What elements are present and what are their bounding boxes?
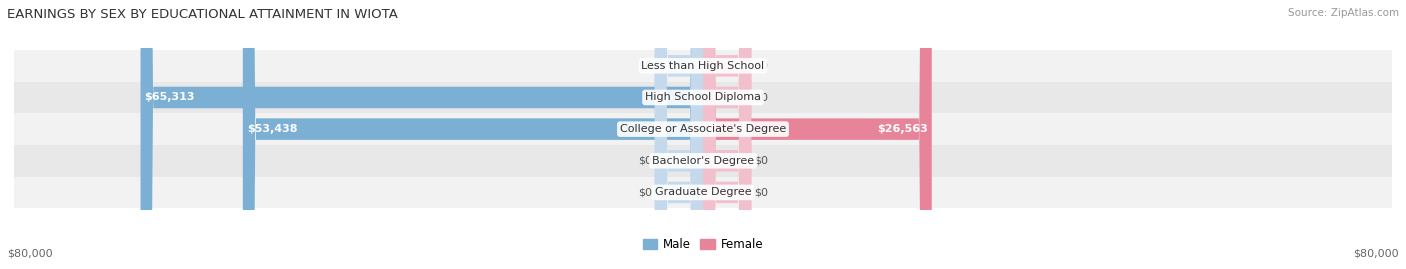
Text: College or Associate's Degree: College or Associate's Degree bbox=[620, 124, 786, 134]
Text: High School Diploma: High School Diploma bbox=[645, 93, 761, 102]
FancyBboxPatch shape bbox=[703, 0, 751, 269]
FancyBboxPatch shape bbox=[703, 0, 751, 269]
Bar bbox=[14, 113, 1392, 145]
Text: $0: $0 bbox=[754, 156, 768, 166]
Text: Less than High School: Less than High School bbox=[641, 61, 765, 71]
FancyBboxPatch shape bbox=[703, 0, 751, 269]
Text: Bachelor's Degree: Bachelor's Degree bbox=[652, 156, 754, 166]
Text: $0: $0 bbox=[638, 61, 652, 71]
FancyBboxPatch shape bbox=[655, 0, 703, 269]
Text: Graduate Degree: Graduate Degree bbox=[655, 187, 751, 197]
Text: $0: $0 bbox=[754, 187, 768, 197]
Text: $80,000: $80,000 bbox=[1354, 248, 1399, 258]
Bar bbox=[14, 50, 1392, 82]
Text: $0: $0 bbox=[638, 156, 652, 166]
FancyBboxPatch shape bbox=[141, 0, 703, 269]
Bar bbox=[14, 145, 1392, 176]
Bar bbox=[14, 82, 1392, 113]
Text: $80,000: $80,000 bbox=[7, 248, 52, 258]
FancyBboxPatch shape bbox=[243, 0, 703, 269]
Text: $0: $0 bbox=[638, 187, 652, 197]
Text: $0: $0 bbox=[754, 93, 768, 102]
FancyBboxPatch shape bbox=[655, 0, 703, 269]
Text: Source: ZipAtlas.com: Source: ZipAtlas.com bbox=[1288, 8, 1399, 18]
Text: $53,438: $53,438 bbox=[247, 124, 298, 134]
Legend: Male, Female: Male, Female bbox=[638, 233, 768, 256]
Text: $65,313: $65,313 bbox=[145, 93, 195, 102]
FancyBboxPatch shape bbox=[703, 0, 751, 269]
FancyBboxPatch shape bbox=[655, 0, 703, 269]
Text: $0: $0 bbox=[754, 61, 768, 71]
FancyBboxPatch shape bbox=[703, 0, 932, 269]
Text: $26,563: $26,563 bbox=[877, 124, 928, 134]
Text: EARNINGS BY SEX BY EDUCATIONAL ATTAINMENT IN WIOTA: EARNINGS BY SEX BY EDUCATIONAL ATTAINMEN… bbox=[7, 8, 398, 21]
Bar bbox=[14, 176, 1392, 208]
